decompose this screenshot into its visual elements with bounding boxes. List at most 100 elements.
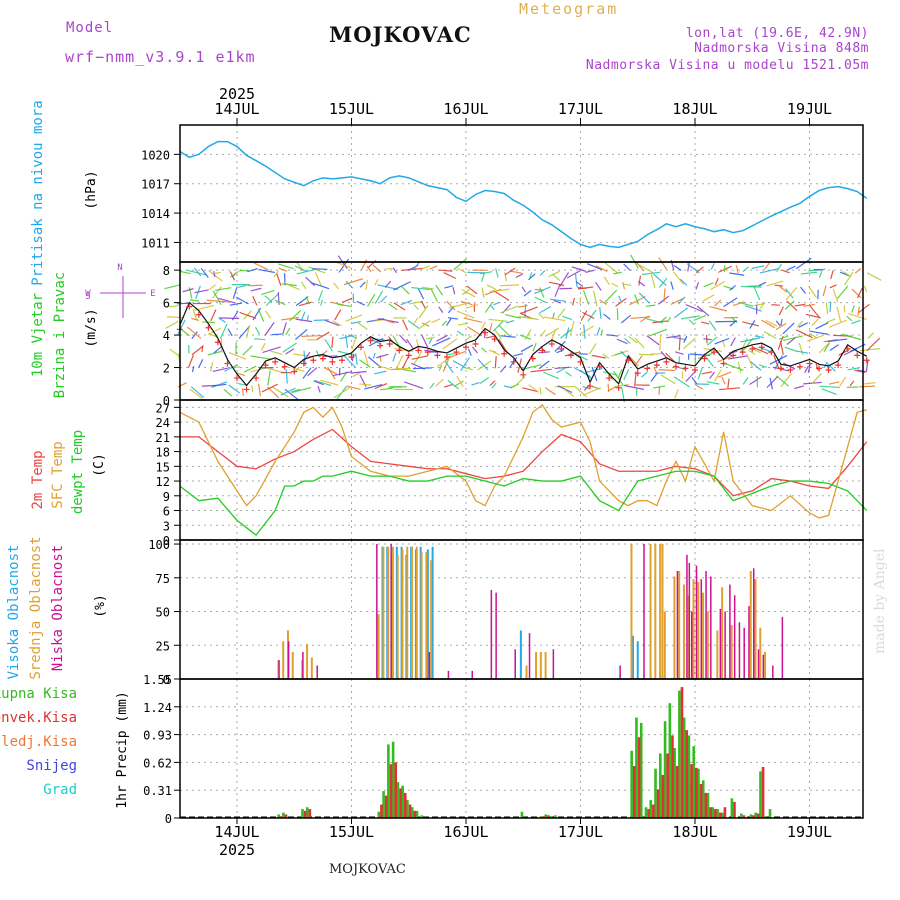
- panel-frame: [179, 678, 864, 819]
- wind-arrow: [341, 297, 353, 304]
- wind-arrow: [189, 388, 203, 399]
- elevation: Nadmorska Visina 848m: [694, 41, 869, 56]
- wind-arrow: [697, 367, 703, 380]
- wind-arrow: [751, 265, 765, 270]
- wind-arrow: [206, 299, 228, 303]
- wind-arrow: [654, 372, 666, 375]
- wind-arrow: [481, 287, 485, 298]
- wind-arrow: [549, 298, 567, 303]
- precip-total-bar: [301, 809, 304, 818]
- model-label: Model: [66, 20, 114, 36]
- wind-gust-marker: [224, 360, 231, 367]
- wind-gust-marker: [587, 383, 594, 390]
- wind-arrow: [446, 300, 456, 311]
- wind-arrow: [281, 316, 300, 321]
- wind-label-1: 10m Vjetar: [30, 293, 46, 377]
- wind-arrow: [691, 376, 698, 385]
- wind-arrow: [599, 307, 602, 319]
- wind-arrow: [657, 295, 670, 305]
- wind-arrow: [238, 284, 247, 288]
- wind-arrow: [534, 296, 547, 304]
- wind-gust-marker: [787, 366, 794, 373]
- wind-arrow: [289, 309, 302, 322]
- precip-total-bar: [520, 811, 524, 818]
- station-title: MOJKOVAC: [329, 22, 472, 47]
- wind-arrow: [447, 317, 459, 320]
- wind-arrow: [494, 356, 497, 369]
- wind-gust-marker: [386, 340, 393, 347]
- wind-arrow: [301, 334, 323, 338]
- wind-gust-marker: [739, 349, 746, 356]
- wind-arrow: [374, 370, 387, 375]
- wind-arrow: [596, 327, 601, 336]
- precip-total-bar: [401, 785, 404, 818]
- wind-arrow: [374, 290, 384, 304]
- wind-arrow: [749, 320, 756, 329]
- wind-arrow: [284, 282, 300, 291]
- wind-arrow: [634, 294, 640, 305]
- wind-arrow: [374, 383, 388, 390]
- wind-arrow: [169, 348, 180, 357]
- wind-arrow: [270, 350, 283, 355]
- wind-arrow: [333, 386, 351, 399]
- wind-arrow: [372, 264, 382, 273]
- wind-gust-marker: [730, 352, 737, 359]
- day-label-top: 19JUL: [787, 100, 832, 118]
- wind-arrow: [448, 302, 469, 309]
- wind-gust-marker: [682, 365, 689, 372]
- wind-arrow: [250, 355, 271, 360]
- wind-gust-marker: [615, 384, 622, 391]
- wind-arrow: [235, 372, 246, 377]
- wind-arrow: [312, 268, 328, 270]
- wind-arrow: [782, 322, 795, 335]
- wind-arrow: [489, 304, 495, 311]
- wind-arrow: [765, 319, 778, 327]
- wind-arrow: [317, 385, 321, 393]
- wind-arrow: [466, 285, 478, 295]
- wind-arrow: [452, 286, 456, 295]
- wind-gust-marker: [329, 358, 336, 365]
- precip-total-bar: [644, 807, 648, 818]
- wind-arrow: [356, 300, 366, 306]
- wind-gust-marker: [472, 340, 479, 347]
- wind-arrow: [417, 320, 431, 330]
- wind-arrow: [500, 335, 516, 338]
- wind-arrow: [435, 378, 444, 387]
- day-label-bottom: 16JUL: [443, 823, 488, 841]
- wind-arrow: [393, 302, 406, 311]
- wind-arrow: [738, 301, 754, 307]
- wind-arrow: [572, 297, 576, 306]
- wind-arrow: [492, 320, 504, 332]
- wind-arrow: [641, 271, 661, 276]
- wind-gust-marker: [482, 329, 489, 336]
- wind-gust-marker: [672, 363, 679, 370]
- wind-arrow: [415, 339, 421, 352]
- pressure-unit: (hPa): [84, 170, 99, 209]
- wind-arrow: [827, 363, 836, 372]
- precip-total-bar: [539, 816, 543, 818]
- precip-conv-bar: [680, 687, 684, 818]
- wind-arrow: [851, 305, 855, 313]
- wind-arrow: [441, 320, 448, 327]
- compass-n: N: [117, 263, 122, 273]
- wind-arrow: [587, 309, 597, 322]
- precip-conv-bar: [709, 807, 712, 818]
- wind-arrow: [420, 265, 430, 270]
- wind-arrow: [582, 387, 601, 396]
- wind-arrow: [260, 289, 275, 296]
- wind-arrow: [393, 281, 411, 291]
- wind-arrow: [866, 337, 881, 352]
- wind-arrow: [686, 263, 700, 274]
- precip-total-bar: [687, 735, 691, 818]
- wind-arrow: [232, 287, 238, 299]
- wind-gust-marker: [338, 357, 345, 364]
- wind-arrow: [210, 309, 217, 322]
- wind-arrow: [683, 335, 688, 343]
- wind-arrow: [621, 314, 632, 324]
- wind-arrow: [658, 257, 668, 270]
- wind-arrow: [539, 305, 552, 314]
- wind-gust-marker: [596, 363, 603, 370]
- pressure-label: Pritisak na nivou mora: [30, 100, 46, 285]
- precip-total-bar: [663, 721, 667, 818]
- wind-arrow: [352, 372, 361, 378]
